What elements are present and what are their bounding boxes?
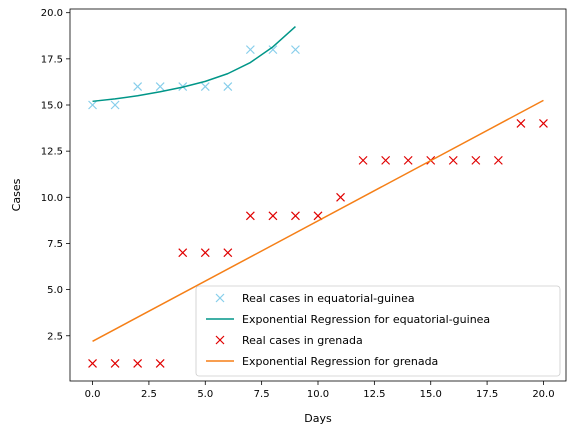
x-tick-label-2: 5.0 bbox=[197, 389, 213, 400]
data-point-s0-9-stroke-b bbox=[291, 45, 300, 55]
data-point-s0-6 bbox=[223, 82, 233, 91]
y-axis-label: Cases bbox=[10, 178, 23, 211]
data-point-s0-5-stroke-b bbox=[200, 82, 210, 91]
y-tick-label-4: 12.5 bbox=[41, 147, 63, 158]
y-tick-label-7: 20.0 bbox=[41, 8, 63, 19]
data-point-s0-1-stroke-b bbox=[110, 100, 120, 110]
axes: 0.0 2.5 5.0 7.5 10.0 12.5 15.0 17.5 20.0 2.5 5.0 7.… bbox=[41, 8, 567, 400]
series-line-3 bbox=[92, 99, 544, 342]
x-tick-label-6: 15.0 bbox=[420, 389, 442, 400]
data-point-s0-9 bbox=[291, 45, 300, 55]
data-point-s2-10-stroke-b bbox=[313, 211, 323, 221]
data-point-s2-16 bbox=[448, 155, 458, 165]
series-line-1 bbox=[92, 25, 296, 103]
data-point-s2-2 bbox=[133, 359, 143, 368]
data-point-s0-2 bbox=[133, 82, 143, 91]
legend-box bbox=[195, 285, 561, 377]
data-point-s0-3-stroke-b bbox=[155, 82, 165, 91]
legend-label-1: Exponential Regression for equatorial-gu… bbox=[242, 313, 490, 326]
data-point-s2-3-stroke-b bbox=[155, 359, 165, 368]
data-point-s2-11-stroke-b bbox=[336, 192, 345, 202]
legend-label-2: Real cases in grenada bbox=[242, 334, 363, 347]
legend-marker-2-stroke-b bbox=[215, 335, 225, 345]
data-point-s0-3 bbox=[155, 82, 165, 91]
data-point-s0-1 bbox=[110, 100, 120, 110]
data-point-s2-18-stroke-b bbox=[493, 155, 503, 165]
data-point-s2-1 bbox=[110, 359, 120, 368]
data-point-s0-8 bbox=[268, 45, 278, 55]
data-point-s0-2-stroke-b bbox=[133, 82, 143, 91]
data-point-s2-2-stroke-b bbox=[133, 359, 143, 368]
data-point-s2-7 bbox=[245, 211, 255, 221]
data-point-s2-12 bbox=[358, 155, 368, 165]
data-point-s2-17-stroke-b bbox=[471, 155, 481, 165]
y-tick-label-2: 7.5 bbox=[47, 239, 63, 250]
legend-marker-0-stroke-b bbox=[215, 293, 225, 303]
data-point-s2-7-stroke-b bbox=[245, 211, 255, 221]
data-point-s2-20 bbox=[539, 119, 548, 128]
data-point-s2-0 bbox=[88, 359, 97, 368]
data-point-s2-3 bbox=[155, 359, 165, 368]
data-point-s2-1-stroke-b bbox=[110, 359, 120, 368]
data-point-s2-9-stroke-b bbox=[291, 211, 300, 221]
data-point-s2-8-stroke-b bbox=[268, 211, 278, 221]
y-tick-label-0: 2.5 bbox=[47, 331, 63, 342]
data-point-s0-6-stroke-b bbox=[223, 82, 233, 91]
legend: Real cases in equatorial-guinea Exponenti… bbox=[195, 285, 561, 377]
x-axis-label: Days bbox=[304, 412, 332, 425]
data-point-s2-20-stroke-b bbox=[539, 119, 548, 128]
data-point-s2-19-stroke-b bbox=[516, 119, 526, 128]
y-tick-label-5: 15.0 bbox=[41, 101, 63, 112]
x-tick-label-5: 12.5 bbox=[363, 389, 385, 400]
y-tick-label-1: 5.0 bbox=[47, 285, 63, 296]
data-point-s0-7 bbox=[245, 45, 255, 55]
data-point-s2-13 bbox=[381, 155, 391, 165]
data-point-s0-5 bbox=[200, 82, 210, 91]
x-tick-label-8: 20.0 bbox=[532, 389, 554, 400]
x-tick-label-7: 17.5 bbox=[476, 389, 498, 400]
data-point-s2-18 bbox=[493, 155, 503, 165]
data-point-s2-0-stroke-b bbox=[88, 359, 97, 368]
data-point-s2-11 bbox=[336, 192, 345, 202]
x-tick-label-3: 7.5 bbox=[254, 389, 270, 400]
x-tick-label-0: 0.0 bbox=[85, 389, 101, 400]
data-point-s2-10 bbox=[313, 211, 323, 221]
data-point-s2-13-stroke-b bbox=[381, 155, 391, 165]
y-tick-label-6: 17.5 bbox=[41, 54, 63, 65]
data-point-s2-4-stroke-b bbox=[178, 248, 188, 258]
data-point-s2-8 bbox=[268, 211, 278, 221]
data-point-s0-0 bbox=[88, 100, 97, 110]
data-point-s0-7-stroke-b bbox=[245, 45, 255, 55]
data-point-s2-16-stroke-b bbox=[448, 155, 458, 165]
data-point-s2-14 bbox=[403, 155, 413, 165]
x-tick-label-1: 2.5 bbox=[141, 389, 157, 400]
legend-label-3: Exponential Regression for grenada bbox=[242, 355, 438, 368]
data-point-s2-9 bbox=[291, 211, 300, 221]
legend-marker-2 bbox=[215, 335, 225, 345]
legend-label-0: Real cases in equatorial-guinea bbox=[242, 292, 415, 305]
legend-marker-0 bbox=[215, 293, 225, 303]
data-point-s2-6-stroke-b bbox=[223, 248, 233, 258]
data-point-s2-5-stroke-b bbox=[200, 248, 210, 258]
data-point-s0-8-stroke-b bbox=[268, 45, 278, 55]
x-tick-label-4: 10.0 bbox=[307, 389, 329, 400]
data-point-s2-6 bbox=[223, 248, 233, 258]
data-point-s2-12-stroke-b bbox=[358, 155, 368, 165]
data-point-s2-5 bbox=[200, 248, 210, 258]
data-point-s0-0-stroke-b bbox=[88, 100, 97, 110]
y-tick-label-3: 10.0 bbox=[41, 193, 63, 204]
data-point-s2-17 bbox=[471, 155, 481, 165]
data-point-s2-19 bbox=[516, 119, 526, 128]
data-point-s2-14-stroke-b bbox=[403, 155, 413, 165]
data-point-s2-4 bbox=[178, 248, 188, 258]
plot-area bbox=[88, 25, 548, 368]
